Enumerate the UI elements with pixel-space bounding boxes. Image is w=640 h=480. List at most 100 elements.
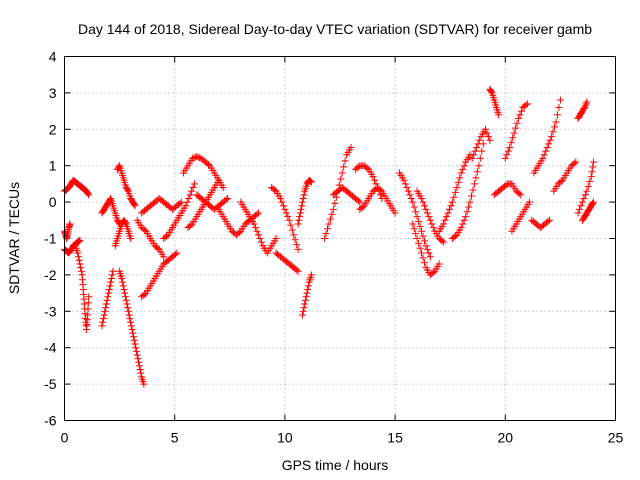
- data-point: [441, 216, 449, 224]
- data-point: [418, 194, 426, 202]
- data-point: [444, 209, 452, 217]
- data-point: [74, 249, 82, 257]
- data-point: [183, 198, 191, 206]
- data-point: [516, 111, 524, 119]
- series-arc40: [574, 98, 591, 122]
- data-point: [412, 230, 420, 238]
- data-point: [577, 202, 585, 210]
- data-point: [293, 266, 301, 274]
- data-point: [131, 340, 139, 348]
- data-point: [136, 366, 144, 374]
- data-point: [326, 215, 334, 223]
- data-point: [204, 160, 212, 168]
- data-point: [404, 187, 412, 195]
- data-point: [415, 218, 423, 226]
- data-point: [546, 136, 554, 144]
- data-point: [296, 209, 304, 217]
- data-point: [325, 220, 333, 228]
- data-point: [106, 196, 114, 204]
- data-point: [137, 369, 145, 377]
- data-point: [108, 275, 116, 283]
- data-point: [450, 193, 458, 201]
- data-point: [509, 134, 517, 142]
- data-point: [100, 311, 108, 319]
- data-point: [121, 289, 129, 297]
- data-point: [451, 232, 459, 240]
- data-point: [356, 198, 364, 206]
- data-point: [77, 264, 85, 272]
- data-point: [141, 290, 149, 298]
- data-point: [222, 196, 230, 204]
- data-point: [84, 311, 92, 319]
- data-point: [574, 209, 582, 217]
- data-point: [177, 198, 185, 206]
- data-point: [553, 111, 561, 119]
- data-point: [473, 168, 481, 176]
- data-point: [470, 151, 478, 159]
- data-point: [194, 153, 202, 161]
- data-point: [406, 191, 414, 199]
- data-point: [504, 147, 512, 155]
- data-point: [469, 186, 477, 194]
- data-point: [589, 198, 597, 206]
- data-point: [522, 101, 530, 109]
- data-point: [587, 173, 595, 181]
- x-axis-label: GPS time / hours: [282, 457, 389, 473]
- series-arc4: [72, 242, 93, 333]
- data-point: [187, 221, 195, 229]
- data-point: [410, 203, 418, 211]
- data-point: [337, 175, 345, 183]
- data-point: [77, 267, 85, 275]
- data-point: [84, 190, 92, 198]
- y-tick-label: 0: [49, 194, 57, 210]
- data-point: [135, 358, 143, 366]
- data-point: [298, 202, 306, 210]
- data-point: [130, 201, 138, 209]
- data-point: [453, 184, 461, 192]
- data-point: [400, 176, 408, 184]
- data-point: [572, 158, 580, 166]
- series-arc41: [574, 158, 597, 217]
- data-point: [122, 296, 130, 304]
- data-point: [443, 213, 451, 221]
- data-point: [288, 226, 296, 234]
- data-point: [539, 154, 547, 162]
- data-point: [76, 236, 84, 244]
- data-point: [419, 232, 427, 240]
- data-point: [215, 176, 223, 184]
- data-point: [410, 225, 418, 233]
- series-arc42: [578, 198, 597, 224]
- data-point: [193, 153, 201, 161]
- data-point: [84, 299, 92, 307]
- series-arc29: [413, 187, 448, 246]
- data-point: [460, 216, 468, 224]
- data-point: [484, 133, 492, 141]
- data-point: [109, 267, 117, 275]
- data-point: [279, 202, 287, 210]
- y-tick-label: -4: [44, 340, 57, 356]
- data-point: [418, 227, 426, 235]
- data-point: [420, 259, 428, 267]
- data-point: [474, 140, 482, 148]
- data-point: [471, 147, 479, 155]
- data-point: [163, 232, 171, 240]
- data-point: [140, 380, 148, 388]
- data-point: [540, 151, 548, 159]
- data-point: [418, 249, 426, 257]
- data-point: [85, 191, 93, 199]
- data-point: [551, 123, 559, 131]
- data-point: [543, 144, 551, 151]
- series-arc16: [193, 191, 232, 213]
- data-point: [297, 205, 305, 213]
- data-point: [278, 198, 286, 206]
- data-point: [301, 296, 309, 304]
- data-point: [99, 315, 107, 323]
- data-point: [132, 347, 140, 355]
- data-point: [182, 202, 190, 210]
- series-arc28: [409, 220, 443, 279]
- data-point: [102, 304, 110, 312]
- data-point: [415, 239, 423, 247]
- data-point: [188, 187, 196, 195]
- data-point: [134, 355, 142, 363]
- data-point: [141, 226, 149, 234]
